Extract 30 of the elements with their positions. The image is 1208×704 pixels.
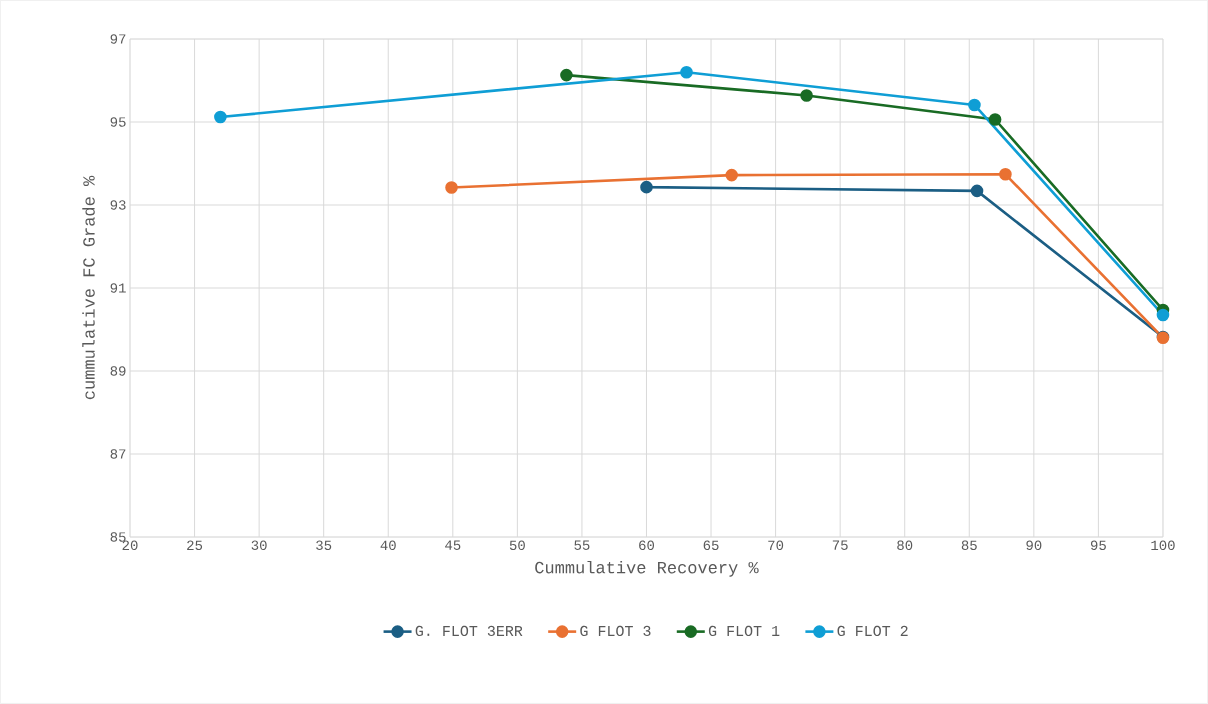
y-tick-label: 97 <box>110 34 126 44</box>
x-tick-label: 60 <box>639 540 655 551</box>
x-tick-label: 70 <box>768 540 784 551</box>
x-tick-label: 35 <box>316 540 332 551</box>
y-axis-title: cummulative FC Grade % <box>82 175 95 400</box>
y-tick-label: 93 <box>110 200 126 210</box>
x-tick-label: 75 <box>832 540 848 550</box>
x-tick-label: 95 <box>1090 540 1106 551</box>
x-axis-title: Cummulative Recovery % <box>535 560 759 577</box>
legend-label: G FLOT 2 <box>837 625 908 637</box>
x-tick-label: 45 <box>445 540 461 550</box>
x-tick-label: 85 <box>961 540 977 551</box>
y-tick-label: 95 <box>110 117 126 127</box>
x-tick-label: 40 <box>380 540 396 551</box>
x-tick-label: 50 <box>509 540 525 551</box>
x-tick-label: 90 <box>1026 540 1042 551</box>
x-tick-label: 80 <box>897 540 913 551</box>
y-tick-label: 89 <box>110 366 126 376</box>
y-tick-label: 87 <box>110 449 126 459</box>
x-tick-label: 25 <box>187 540 203 551</box>
x-tick-label: 30 <box>251 540 267 551</box>
x-tick-label: 20 <box>122 540 138 551</box>
x-tick-label: 55 <box>574 540 590 550</box>
legend-label: G FLOT 1 <box>708 625 780 637</box>
x-tick-label: 100 <box>1151 540 1175 551</box>
y-tick-label: 91 <box>110 283 126 293</box>
legend-label: G FLOT 3 <box>580 625 651 637</box>
x-tick-label: 65 <box>703 540 719 551</box>
legend-label: G. FLOT 3ERR <box>415 625 523 637</box>
y-tick-label: 85 <box>110 532 126 542</box>
